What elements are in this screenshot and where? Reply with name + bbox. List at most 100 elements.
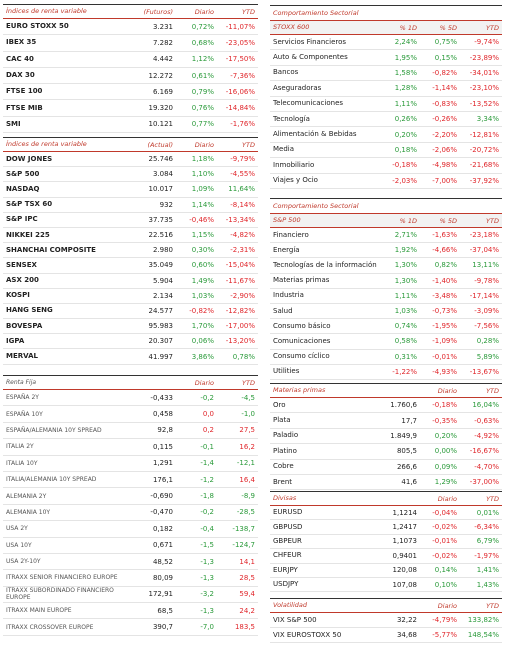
value-cell: 0,9401 xyxy=(380,548,421,564)
value-cell: -0,04% xyxy=(420,505,461,521)
value-cell: -1,22% xyxy=(380,364,420,380)
header-row: Índices de renta variable (Actual) Diario Y… xyxy=(3,137,258,152)
row-label: S&P TSX 60 xyxy=(3,197,121,213)
value-cell: -1,76% xyxy=(217,116,258,134)
panel-title: Materias primas xyxy=(270,383,421,398)
row-label: ITALIA/ALEMANIA 10Y SPREAD xyxy=(3,471,121,489)
value-cell: 1,12% xyxy=(176,51,217,68)
value-cell: -17,50% xyxy=(217,51,258,68)
data-row: CAC 40 4.442 1,12% -17,50% xyxy=(3,51,258,68)
data-row: Bancos 1,58% -0,82% -34,01% xyxy=(270,65,502,82)
value-cell: -1,97% xyxy=(460,548,502,564)
row-label: ESPAÑA 2Y xyxy=(3,389,121,407)
value-cell: -37,92% xyxy=(460,173,502,189)
row-label: DOW JONES xyxy=(3,151,121,168)
data-row: Paladio 1.849,9 0,20% -4,92% xyxy=(270,428,502,445)
value-cell: 0,15% xyxy=(420,49,460,66)
value-cell: 6.169 xyxy=(121,83,176,101)
data-row: Tecnologías de la información 1,30% 0,82% 1… xyxy=(270,257,502,274)
value-cell: 5,89% xyxy=(460,349,502,365)
column-header: % 5D xyxy=(420,213,460,228)
value-cell: -2,06% xyxy=(420,142,460,159)
value-cell: 1,41% xyxy=(460,563,502,578)
value-cell: 80,09 xyxy=(121,569,176,587)
value-cell: 0,458 xyxy=(121,405,176,423)
row-label: Auto & Componentes xyxy=(270,49,380,66)
table: Renta Fija Diario YTD ESPAÑA 2Y -0,433 -0,2 -4… xyxy=(3,375,258,636)
value-cell: 172,91 xyxy=(121,586,176,604)
data-row: VIX EUROSTOXX 50 34,68 -5,77% 148,54% xyxy=(270,627,502,643)
row-label: GBPEUR xyxy=(270,534,380,550)
panel-title: Índices de renta variable xyxy=(3,137,121,152)
row-label: EURUSD xyxy=(270,505,380,521)
data-row: EURJPY 120,08 0,14% 1,41% xyxy=(270,563,502,578)
row-label: Financiero xyxy=(270,227,380,244)
data-row: Tecnología 0,26% -0,26% 3,34% xyxy=(270,110,502,128)
table: Índices de renta variable (Actual) Diario Y… xyxy=(3,137,258,365)
row-label: Plata xyxy=(270,412,380,429)
value-cell: -23,05% xyxy=(217,34,258,52)
value-cell: -7,36% xyxy=(217,67,258,85)
data-row: Platino 805,5 0,00% -16,67% xyxy=(270,443,502,460)
row-label: HANG SENG xyxy=(3,303,121,320)
value-cell: 0,20% xyxy=(420,428,461,445)
panel: Volatilidad Diario YTD VIX S&P 500 32,22 -4,7… xyxy=(270,598,502,643)
value-cell: 13,11% xyxy=(460,257,502,274)
data-row: Servicios Financieros 2,24% 0,75% -9,74% xyxy=(270,34,502,51)
panel-title: Índices de renta variable xyxy=(3,4,121,19)
header-row: S&P 500% 1D% 5D YTD xyxy=(270,213,502,228)
value-cell: 5.904 xyxy=(121,273,176,289)
value-cell: -0,46% xyxy=(176,212,217,228)
value-cell: 148,54% xyxy=(460,627,502,643)
value-cell: 0,72% xyxy=(176,18,217,36)
data-row: NASDAQ 10.017 1,09% 11,64% xyxy=(3,181,258,198)
value-cell: 1,58% xyxy=(380,65,420,82)
row-label: SMI xyxy=(3,116,121,134)
row-label: ITALIA 2Y xyxy=(3,438,121,456)
value-cell: 1,03% xyxy=(176,288,217,304)
row-label: S&P 500 xyxy=(3,166,121,183)
data-row: ESPAÑA 2Y -0,433 -0,2 -4,5 xyxy=(3,389,258,407)
row-label: ITRAXX SUBORDINADO FINANCIERO EUROPE xyxy=(3,586,121,604)
value-cell: 25.746 xyxy=(121,151,176,168)
value-cell: 22.516 xyxy=(121,226,176,244)
value-cell: 1,15% xyxy=(176,226,217,244)
column-header: Diario xyxy=(420,598,461,613)
data-row: USDJPY 107,08 0,10% 1,43% xyxy=(270,577,502,593)
value-cell: 0,77% xyxy=(176,116,217,134)
row-label: KOSPI xyxy=(3,288,121,304)
value-cell: 0,06% xyxy=(176,333,217,350)
value-cell: 176,1 xyxy=(121,471,176,489)
panel-heading: Comportamiento Sectorial xyxy=(270,5,502,21)
value-cell: 16,04% xyxy=(460,397,502,414)
value-cell: 0,30% xyxy=(176,242,217,259)
column-header: (Futuros) xyxy=(121,4,176,19)
row-label: Servicios Financieros xyxy=(270,34,380,51)
value-cell: 14,1 xyxy=(217,553,258,571)
panel: Comportamiento Sectorial S&P 500% 1D% 5D Y… xyxy=(270,198,502,380)
row-label: Bancos xyxy=(270,65,380,82)
heading-row: Comportamiento Sectorial xyxy=(270,198,502,214)
row-label: VIX EUROSTOXX 50 xyxy=(270,627,380,643)
value-cell: -0,82% xyxy=(420,65,460,82)
row-label: USA 2Y xyxy=(3,520,121,538)
row-label: SHANCHAI COMPOSITE xyxy=(3,242,121,259)
value-cell: 10.121 xyxy=(121,116,176,134)
row-label: MERVAL xyxy=(3,348,121,365)
value-cell: -2,20% xyxy=(420,126,460,143)
table: Comportamiento Sectorial S&P 500% 1D% 5D Y… xyxy=(270,198,502,380)
value-cell: 3.231 xyxy=(121,18,176,36)
row-label: Materias primas xyxy=(270,273,380,289)
data-row: USA 2Y-10Y 48,52 -1,3 14,1 xyxy=(3,553,258,571)
row-label: ITRAXX MAIN EUROPE xyxy=(3,602,121,620)
value-cell: -13,20% xyxy=(217,333,258,350)
value-cell: 59,4 xyxy=(217,586,258,604)
row-label: USDJPY xyxy=(270,577,380,593)
row-label: NIKKEI 225 xyxy=(3,226,121,244)
value-cell: -12,1 xyxy=(217,455,258,472)
value-cell: -4,93% xyxy=(420,364,460,380)
row-label: ALEMANIA 10Y xyxy=(3,504,121,522)
value-cell: -2,90% xyxy=(217,288,258,304)
value-cell: -17,14% xyxy=(460,288,502,304)
